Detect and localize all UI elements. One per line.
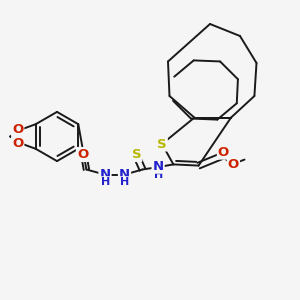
Text: O: O (77, 148, 88, 161)
Text: H: H (154, 169, 164, 180)
Text: N: N (119, 167, 130, 181)
Text: O: O (12, 123, 23, 136)
Text: N: N (99, 167, 111, 181)
Text: H: H (121, 177, 130, 187)
Text: S: S (157, 137, 167, 151)
Text: O: O (12, 137, 23, 150)
Text: H: H (101, 177, 110, 187)
Text: N: N (152, 160, 164, 173)
Text: O: O (218, 146, 229, 159)
Text: S: S (132, 148, 141, 161)
Text: O: O (228, 158, 239, 172)
